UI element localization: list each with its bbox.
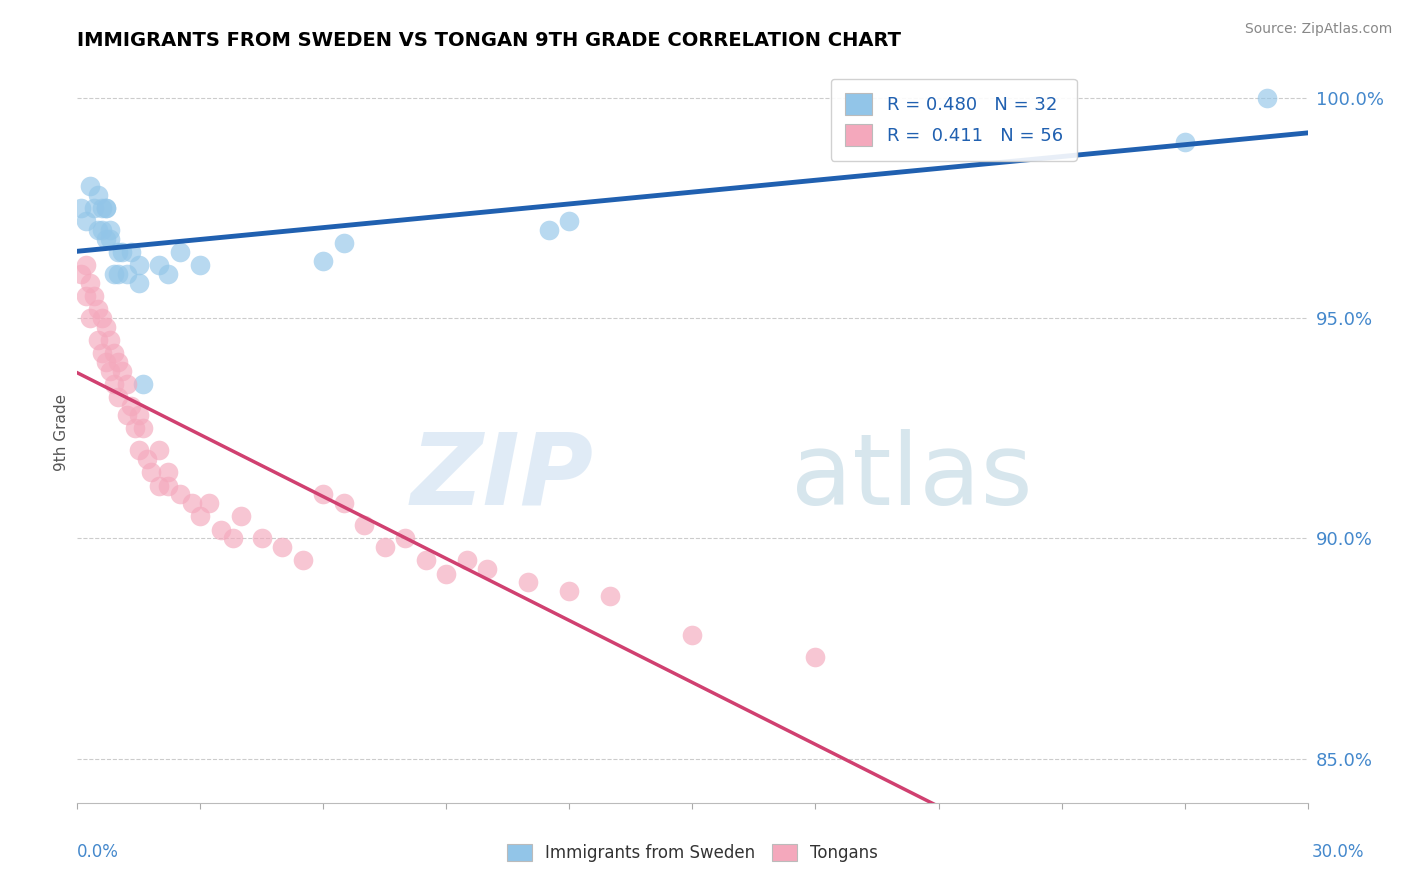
- Point: [98, 333, 121, 347]
- Point: [333, 236, 356, 251]
- Point: [87, 302, 110, 317]
- Point: [197, 496, 219, 510]
- Point: [87, 187, 110, 202]
- Point: [107, 355, 129, 369]
- Point: [181, 496, 204, 510]
- Point: [128, 276, 150, 290]
- Point: [436, 566, 458, 581]
- Point: [94, 201, 117, 215]
- Point: [107, 244, 129, 259]
- Point: [209, 523, 232, 537]
- Point: [156, 465, 179, 479]
- Point: [132, 421, 155, 435]
- Text: 30.0%: 30.0%: [1312, 843, 1364, 861]
- Point: [599, 589, 621, 603]
- Point: [120, 399, 142, 413]
- Point: [115, 377, 138, 392]
- Point: [120, 244, 142, 259]
- Point: [75, 289, 97, 303]
- Point: [188, 509, 212, 524]
- Point: [156, 478, 179, 492]
- Point: [94, 319, 117, 334]
- Point: [1256, 91, 1278, 105]
- Point: [107, 267, 129, 281]
- Point: [333, 496, 356, 510]
- Point: [87, 333, 110, 347]
- Point: [1174, 135, 1197, 149]
- Point: [79, 311, 101, 326]
- Point: [353, 518, 375, 533]
- Text: Source: ZipAtlas.com: Source: ZipAtlas.com: [1244, 22, 1392, 37]
- Point: [124, 421, 146, 435]
- Point: [94, 201, 117, 215]
- Point: [132, 377, 155, 392]
- Point: [558, 584, 581, 599]
- Point: [188, 258, 212, 272]
- Text: 0.0%: 0.0%: [77, 843, 120, 861]
- Point: [107, 390, 129, 404]
- Point: [128, 443, 150, 458]
- Point: [312, 253, 335, 268]
- Point: [374, 540, 396, 554]
- Y-axis label: 9th Grade: 9th Grade: [53, 394, 69, 471]
- Point: [103, 267, 125, 281]
- Point: [156, 267, 179, 281]
- Point: [83, 289, 105, 303]
- Point: [70, 201, 93, 215]
- Point: [128, 258, 150, 272]
- Point: [115, 408, 138, 422]
- Point: [79, 178, 101, 193]
- Point: [79, 276, 101, 290]
- Point: [98, 232, 121, 246]
- Point: [111, 244, 134, 259]
- Point: [94, 355, 117, 369]
- Point: [141, 465, 163, 479]
- Point: [169, 244, 191, 259]
- Point: [682, 628, 704, 642]
- Text: atlas: atlas: [792, 428, 1032, 525]
- Point: [394, 532, 416, 546]
- Point: [75, 258, 97, 272]
- Point: [148, 443, 170, 458]
- Point: [75, 214, 97, 228]
- Text: ZIP: ZIP: [411, 428, 595, 525]
- Point: [90, 223, 114, 237]
- Point: [250, 532, 273, 546]
- Point: [90, 311, 114, 326]
- Point: [415, 553, 437, 567]
- Point: [804, 650, 827, 665]
- Point: [148, 478, 170, 492]
- Point: [87, 223, 110, 237]
- Point: [456, 553, 478, 567]
- Point: [148, 258, 170, 272]
- Point: [70, 267, 93, 281]
- Point: [90, 346, 114, 360]
- Point: [477, 562, 499, 576]
- Point: [517, 575, 540, 590]
- Point: [136, 452, 159, 467]
- Point: [169, 487, 191, 501]
- Point: [103, 377, 125, 392]
- Point: [271, 540, 294, 554]
- Text: IMMIGRANTS FROM SWEDEN VS TONGAN 9TH GRADE CORRELATION CHART: IMMIGRANTS FROM SWEDEN VS TONGAN 9TH GRA…: [77, 31, 901, 50]
- Point: [312, 487, 335, 501]
- Point: [115, 267, 138, 281]
- Point: [98, 364, 121, 378]
- Point: [83, 201, 105, 215]
- Point: [291, 553, 314, 567]
- Legend: Immigrants from Sweden, Tongans: Immigrants from Sweden, Tongans: [501, 837, 884, 869]
- Point: [111, 364, 134, 378]
- Point: [98, 223, 121, 237]
- Point: [558, 214, 581, 228]
- Point: [222, 532, 245, 546]
- Point: [128, 408, 150, 422]
- Point: [94, 232, 117, 246]
- Point: [537, 223, 560, 237]
- Point: [231, 509, 253, 524]
- Point: [90, 201, 114, 215]
- Point: [103, 346, 125, 360]
